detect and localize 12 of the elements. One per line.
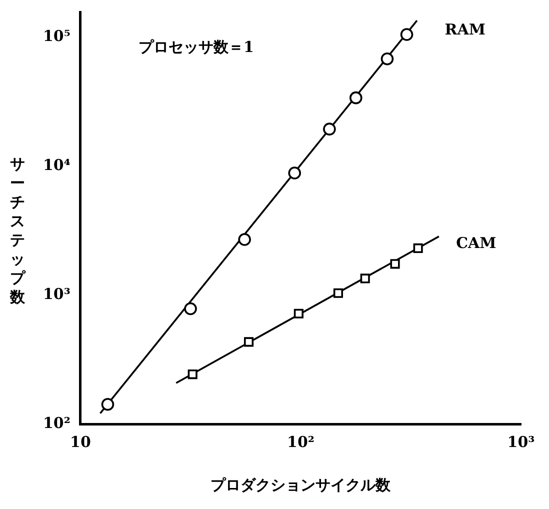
y-tick-label: 10⁴ — [42, 156, 71, 174]
x-tick-label: 10² — [286, 432, 314, 451]
y-tick-label: 10⁵ — [42, 27, 70, 46]
x-tick-label: 10 — [70, 432, 91, 451]
y-tick-label: 10² — [42, 414, 70, 432]
x-axis-title: プロダクションサイクル数 — [210, 476, 392, 494]
x-tick-label: 10³ — [507, 432, 535, 451]
annotation: プロセッサ数＝1 — [138, 38, 254, 56]
y-axis-title: サーチステップ数 — [10, 155, 26, 307]
y-tick-label: 10³ — [42, 284, 70, 303]
text: CAM — [456, 234, 496, 252]
text: RAM — [444, 20, 486, 38]
